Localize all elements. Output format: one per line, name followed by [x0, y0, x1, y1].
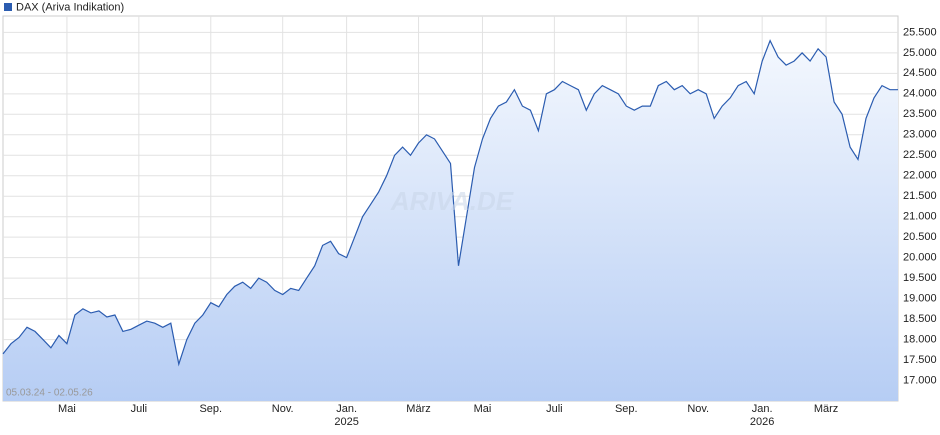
- y-tick-label: 20.000: [903, 252, 937, 264]
- y-tick-label: 18.000: [903, 333, 937, 345]
- x-tick-label: März: [406, 403, 430, 415]
- x-tick-label: Juli: [131, 403, 148, 415]
- y-tick-label: 22.500: [903, 149, 937, 161]
- x-tick-label: Mai: [58, 403, 76, 415]
- y-tick-label: 25.000: [903, 47, 937, 59]
- line: [2, 39, 898, 367]
- y-tick-label: 17.000: [903, 374, 937, 386]
- y-tick-label: 21.000: [903, 211, 937, 223]
- y-tick-label: 25.500: [903, 26, 937, 38]
- x-tick-label: Nov.: [687, 403, 709, 415]
- x-tick-label: Sep.: [199, 403, 222, 415]
- y-tick-label: 19.500: [903, 272, 937, 284]
- y-tick-label: 23.500: [903, 108, 937, 120]
- x-tick-label: Nov.: [272, 403, 294, 415]
- x-tick-label: Jan.: [336, 403, 357, 415]
- legend-label: DAX (Ariva Indikation): [16, 1, 124, 13]
- x-tick-label: März: [814, 403, 838, 415]
- y-tick-label: 23.000: [903, 129, 937, 141]
- x-year-label: 2026: [750, 416, 774, 428]
- date-range: 05.03.24 - 02.05.26: [6, 388, 93, 399]
- x-tick-label: Jan.: [752, 403, 773, 415]
- area: [3, 40, 898, 401]
- y-tick-label: 22.000: [903, 170, 937, 182]
- x-tick-label: Mai: [474, 403, 492, 415]
- y-tick-label: 20.500: [903, 231, 937, 243]
- y-tick-label: 21.500: [903, 190, 937, 202]
- y-tick-label: 19.000: [903, 293, 937, 305]
- x-tick-label: Sep.: [615, 403, 638, 415]
- watermark: ARIVA.DE: [390, 186, 514, 216]
- x-tick-label: Juli: [546, 403, 563, 415]
- legend-swatch: [4, 3, 12, 11]
- x-year-label: 2025: [334, 416, 358, 428]
- y-tick-label: 24.000: [903, 88, 937, 100]
- y-tick-label: 18.500: [903, 313, 937, 325]
- y-tick-label: 17.500: [903, 354, 937, 366]
- y-tick-label: 24.500: [903, 67, 937, 79]
